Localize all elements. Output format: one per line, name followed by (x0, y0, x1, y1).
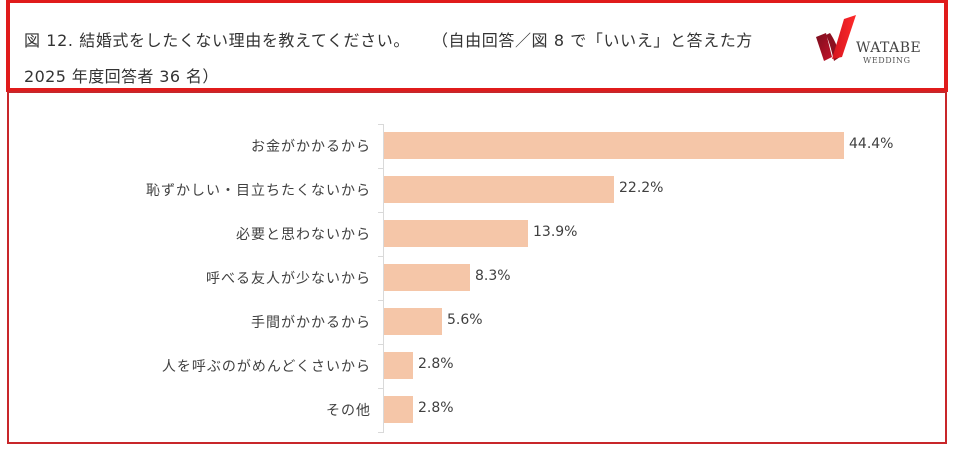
category-label: お金がかかるから (251, 139, 371, 155)
category-label: 恥ずかしい・目立ちたくないから (146, 183, 371, 199)
category-label: 呼べる友人が少ないから (206, 271, 371, 287)
axis-tick (378, 168, 383, 169)
ribbon-check-logo-icon (816, 15, 856, 61)
bar-row: 必要と思わないから 13.9% (9, 212, 945, 256)
bar-row: お金がかかるから 44.4% (9, 124, 945, 168)
logo-brand-sub: WEDDING (863, 56, 911, 65)
value-label: 8.3% (475, 268, 511, 284)
bar-row: その他 2.8% (9, 388, 945, 432)
figure-title: 図 12. 結婚式をしたくない理由を教えてください。 （自由回答／図 8 で「いい… (24, 27, 753, 51)
category-label: 手間がかかるから (251, 315, 371, 331)
bar (384, 396, 413, 423)
bar-chart: お金がかかるから 44.4% 恥ずかしい・目立ちたくないから 22.2% 必要と… (7, 91, 947, 444)
bar (384, 176, 614, 203)
axis-tick (378, 256, 383, 257)
axis-tick (378, 300, 383, 301)
value-label: 13.9% (533, 224, 578, 240)
axis-tick (378, 388, 383, 389)
figure-title-question: 図 12. 結婚式をしたくない理由を教えてください。 (24, 31, 410, 50)
category-label: 必要と思わないから (236, 227, 371, 243)
bar-row: 手間がかかるから 5.6% (9, 300, 945, 344)
figure-title-note: （自由回答／図 8 で「いいえ」と答えた方 (431, 31, 753, 50)
value-label: 22.2% (619, 180, 664, 196)
figure-header: 図 12. 結婚式をしたくない理由を教えてください。 （自由回答／図 8 で「いい… (6, 0, 948, 92)
bar-row: 呼べる友人が少ないから 8.3% (9, 256, 945, 300)
axis-tick (378, 212, 383, 213)
axis-tick (378, 432, 383, 433)
bar (384, 352, 413, 379)
axis-tick (378, 344, 383, 345)
value-label: 2.8% (418, 356, 454, 372)
value-label: 2.8% (418, 400, 454, 416)
bar (384, 264, 470, 291)
bar (384, 308, 442, 335)
category-axis-line (383, 124, 384, 433)
watabe-wedding-logo: WATABE WEDDING (814, 9, 944, 75)
axis-tick (378, 124, 383, 125)
bar (384, 132, 844, 159)
value-label: 5.6% (447, 312, 483, 328)
value-label: 44.4% (849, 136, 894, 152)
category-label: その他 (326, 403, 371, 419)
bar-row: 恥ずかしい・目立ちたくないから 22.2% (9, 168, 945, 212)
category-label: 人を呼ぶのがめんどくさいから (161, 359, 371, 375)
logo-brand-name: WATABE (856, 40, 922, 56)
bar (384, 220, 528, 247)
bar-row: 人を呼ぶのがめんどくさいから 2.8% (9, 344, 945, 388)
figure-subtitle: 2025 年度回答者 36 名） (24, 67, 219, 86)
